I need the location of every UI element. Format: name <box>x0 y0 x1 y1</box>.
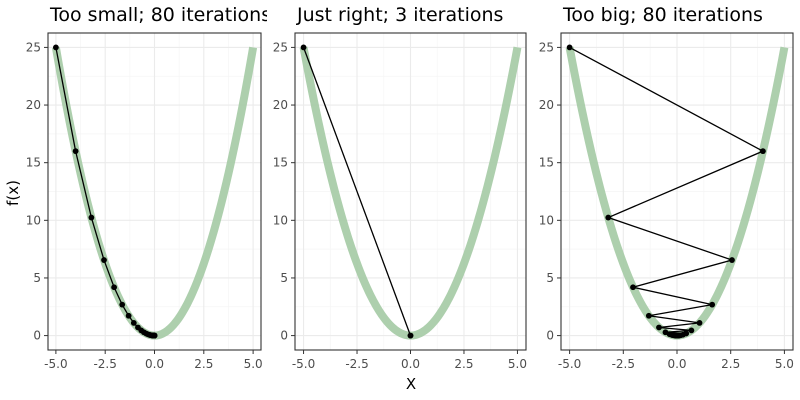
iteration-point <box>52 44 59 51</box>
x-tick-label: 0.0 <box>667 357 686 371</box>
y-tick-label: 20 <box>273 98 288 112</box>
y-tick-label: 0 <box>546 329 554 343</box>
iteration-point <box>111 284 118 291</box>
x-tick-label: 5.0 <box>775 357 794 371</box>
x-tick-label: -2.5 <box>345 357 368 371</box>
iteration-point <box>151 332 158 339</box>
y-tick-label: 25 <box>273 40 288 54</box>
x-axis-title: X <box>406 375 416 393</box>
y-tick-label: 5 <box>280 271 288 285</box>
y-tick-label: 10 <box>273 213 288 227</box>
x-tick-label: 2.5 <box>454 357 473 371</box>
iteration-point <box>88 214 95 221</box>
x-tick-label: 0.0 <box>401 357 420 371</box>
panel-title: Too big; 80 iterations <box>562 4 763 26</box>
iteration-point <box>407 332 414 339</box>
iteration-point <box>130 320 137 326</box>
y-tick-label: 0 <box>280 329 288 343</box>
panel-3: -5.0 -2.5 0.0 2.5 5.0 0 5 10 15 20 25 Too big; 80 i… <box>539 4 794 371</box>
panel-2: -5.0 -2.5 0.0 2.5 5.0 0 5 10 15 20 25 Just right; 3… <box>273 4 527 371</box>
x-tick-label: 0.0 <box>145 357 164 371</box>
panel-1: -5.0 -2.5 0.0 2.5 5.0 0 5 10 15 20 25 Too small; 80… <box>26 4 271 371</box>
descent-path-line <box>302 47 412 336</box>
panel-title: Just right; 3 iterations <box>296 4 503 26</box>
x-tick-label: -2.5 <box>93 357 116 371</box>
x-tick-label: 2.5 <box>194 357 213 371</box>
iteration-point <box>729 257 735 263</box>
iteration-point <box>605 214 612 221</box>
iteration-point <box>656 324 662 331</box>
iteration-point <box>119 301 126 308</box>
iteration-point <box>101 257 107 263</box>
x-tick-label: -2.5 <box>612 357 635 371</box>
y-tick-label: 20 <box>539 98 554 112</box>
iteration-point <box>674 332 680 339</box>
y-tick-label: 25 <box>539 40 554 54</box>
x-tick-label: 5.0 <box>508 357 527 371</box>
y-tick-label: 5 <box>546 271 554 285</box>
iteration-point <box>566 44 573 51</box>
iteration-point <box>630 284 636 291</box>
iteration-point <box>709 301 716 308</box>
iteration-point <box>645 312 652 319</box>
y-tick-label: 10 <box>26 213 41 227</box>
iteration-point <box>72 148 79 155</box>
x-tick-label: -5.0 <box>292 357 315 371</box>
x-tick-label: -5.0 <box>558 357 581 371</box>
y-tick-label: 15 <box>539 156 554 170</box>
x-tick-label: 2.5 <box>721 357 740 371</box>
y-tick-label: 15 <box>26 156 41 170</box>
y-tick-label: 25 <box>26 40 41 54</box>
iteration-point <box>688 327 695 334</box>
y-axis-title: f(x) <box>4 180 22 206</box>
y-tick-label: 20 <box>26 98 41 112</box>
iteration-point <box>125 312 132 319</box>
iteration-point <box>300 44 307 51</box>
y-tick-label: 0 <box>33 329 41 343</box>
iteration-point <box>696 320 703 326</box>
iteration-point <box>760 148 766 155</box>
y-tick-label: 5 <box>33 271 41 285</box>
x-tick-label: -5.0 <box>44 357 67 371</box>
x-tick-label: 5.0 <box>244 357 263 371</box>
y-tick-label: 15 <box>273 156 288 170</box>
panel-title: Too small; 80 iterations <box>49 4 271 26</box>
y-tick-label: 10 <box>539 213 554 227</box>
